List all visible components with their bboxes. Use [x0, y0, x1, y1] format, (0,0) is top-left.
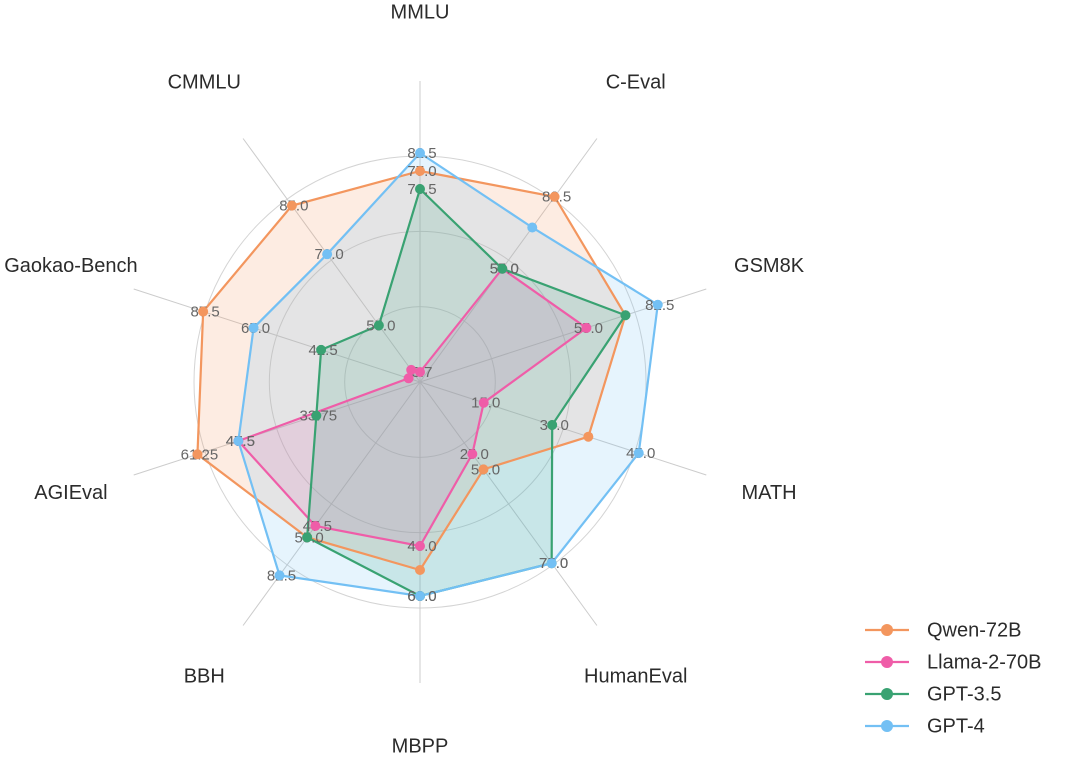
svg-text:Qwen-72B: Qwen-72B	[927, 620, 1022, 642]
svg-text:Llama-2-70B: Llama-2-70B	[927, 652, 1042, 674]
svg-text:BBH: BBH	[184, 665, 225, 687]
svg-text:GSM8K: GSM8K	[734, 255, 805, 277]
svg-text:HumanEval: HumanEval	[584, 665, 687, 687]
svg-text:AGIEval: AGIEval	[34, 482, 107, 504]
svg-text:GPT-4: GPT-4	[927, 716, 985, 738]
svg-text:MATH: MATH	[741, 482, 796, 504]
svg-text:GPT-3.5: GPT-3.5	[927, 684, 1001, 706]
svg-text:MBPP: MBPP	[392, 736, 449, 758]
svg-text:MMLU: MMLU	[391, 2, 450, 24]
svg-text:Gaokao-Bench: Gaokao-Bench	[4, 255, 137, 277]
svg-text:C-Eval: C-Eval	[606, 72, 666, 94]
svg-text:CMMLU: CMMLU	[168, 72, 241, 94]
